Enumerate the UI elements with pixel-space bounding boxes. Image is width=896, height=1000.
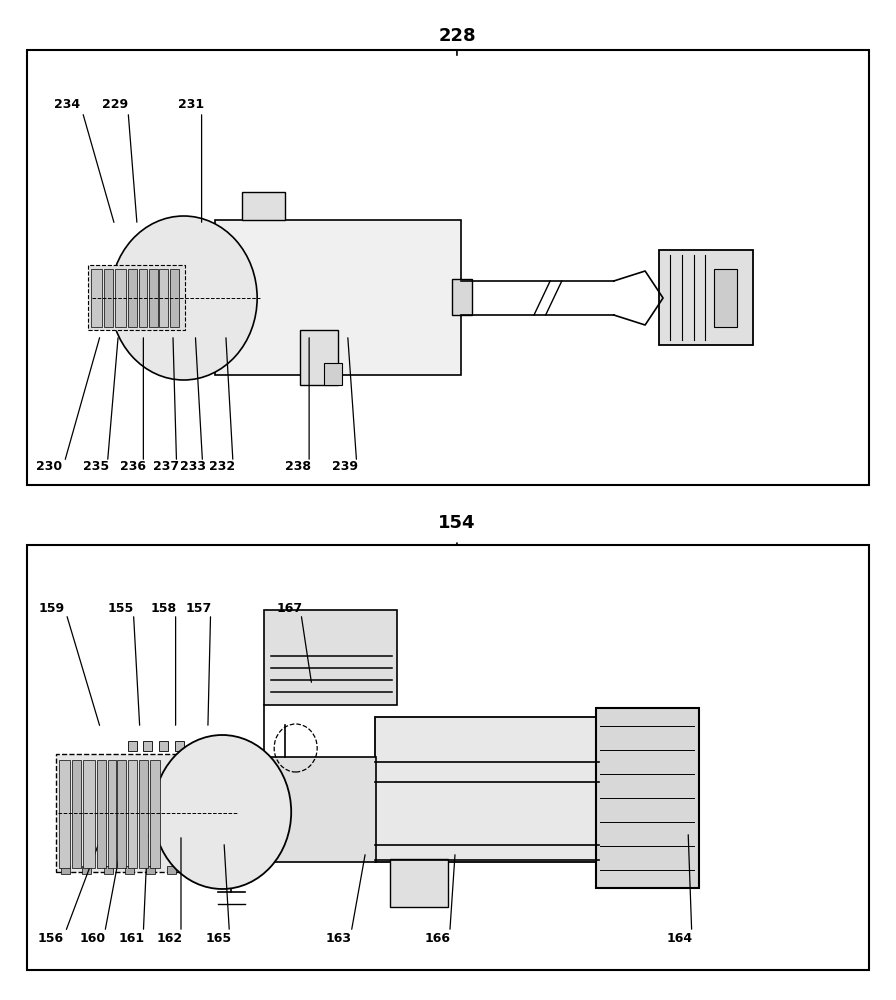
Circle shape <box>153 735 291 889</box>
Bar <box>375 717 599 862</box>
Text: 160: 160 <box>79 932 106 944</box>
Text: 159: 159 <box>39 601 65 614</box>
Bar <box>300 330 338 385</box>
Text: 155: 155 <box>108 601 134 614</box>
Text: 156: 156 <box>38 932 65 944</box>
Bar <box>146 866 155 874</box>
Text: 236: 236 <box>119 460 146 474</box>
Bar <box>659 250 753 345</box>
Text: 154: 154 <box>438 514 476 532</box>
Bar <box>108 760 116 868</box>
Bar <box>159 269 168 327</box>
Bar <box>128 741 137 751</box>
Text: 167: 167 <box>276 601 303 614</box>
Text: 229: 229 <box>101 99 128 111</box>
Bar <box>175 741 184 751</box>
Bar <box>139 760 148 868</box>
Circle shape <box>110 216 257 380</box>
Bar <box>159 741 168 751</box>
Text: 157: 157 <box>185 601 212 614</box>
Text: 238: 238 <box>285 460 312 474</box>
Text: 228: 228 <box>438 27 476 45</box>
Text: 237: 237 <box>152 460 179 474</box>
Text: 158: 158 <box>151 601 177 614</box>
Bar <box>452 279 472 315</box>
Text: 162: 162 <box>156 932 183 944</box>
Bar <box>56 754 179 872</box>
Text: 230: 230 <box>36 460 63 474</box>
Bar <box>324 363 342 385</box>
Bar <box>97 760 106 868</box>
Bar <box>596 708 699 888</box>
Bar <box>88 265 185 330</box>
Bar <box>128 760 137 868</box>
Bar <box>115 269 126 327</box>
Bar <box>143 741 152 751</box>
Text: 165: 165 <box>205 932 232 944</box>
Text: 163: 163 <box>325 932 352 944</box>
Bar <box>150 760 160 868</box>
Text: 235: 235 <box>82 460 109 474</box>
Bar <box>125 866 134 874</box>
Bar <box>27 545 869 970</box>
Bar <box>139 269 147 327</box>
Text: 161: 161 <box>118 932 145 944</box>
Bar <box>72 760 81 868</box>
Text: 164: 164 <box>666 932 693 944</box>
Text: 234: 234 <box>54 99 81 111</box>
Bar <box>167 866 176 874</box>
Bar <box>82 866 91 874</box>
Bar <box>170 269 179 327</box>
Bar <box>390 859 448 907</box>
Bar <box>27 50 869 485</box>
Bar <box>104 866 113 874</box>
Bar <box>83 760 95 868</box>
Bar <box>91 269 102 327</box>
Text: 239: 239 <box>332 460 358 474</box>
Bar <box>264 610 397 705</box>
Bar <box>215 220 461 375</box>
Bar <box>149 269 158 327</box>
Bar <box>220 757 376 862</box>
Bar <box>128 269 137 327</box>
Bar <box>242 192 285 220</box>
Text: 233: 233 <box>179 460 206 474</box>
Bar <box>714 269 737 327</box>
Text: 231: 231 <box>177 99 204 111</box>
Bar <box>59 760 70 868</box>
Bar <box>117 760 126 868</box>
Text: 166: 166 <box>424 932 451 944</box>
Bar <box>104 269 113 327</box>
Bar <box>61 866 70 874</box>
Text: 232: 232 <box>209 460 236 474</box>
